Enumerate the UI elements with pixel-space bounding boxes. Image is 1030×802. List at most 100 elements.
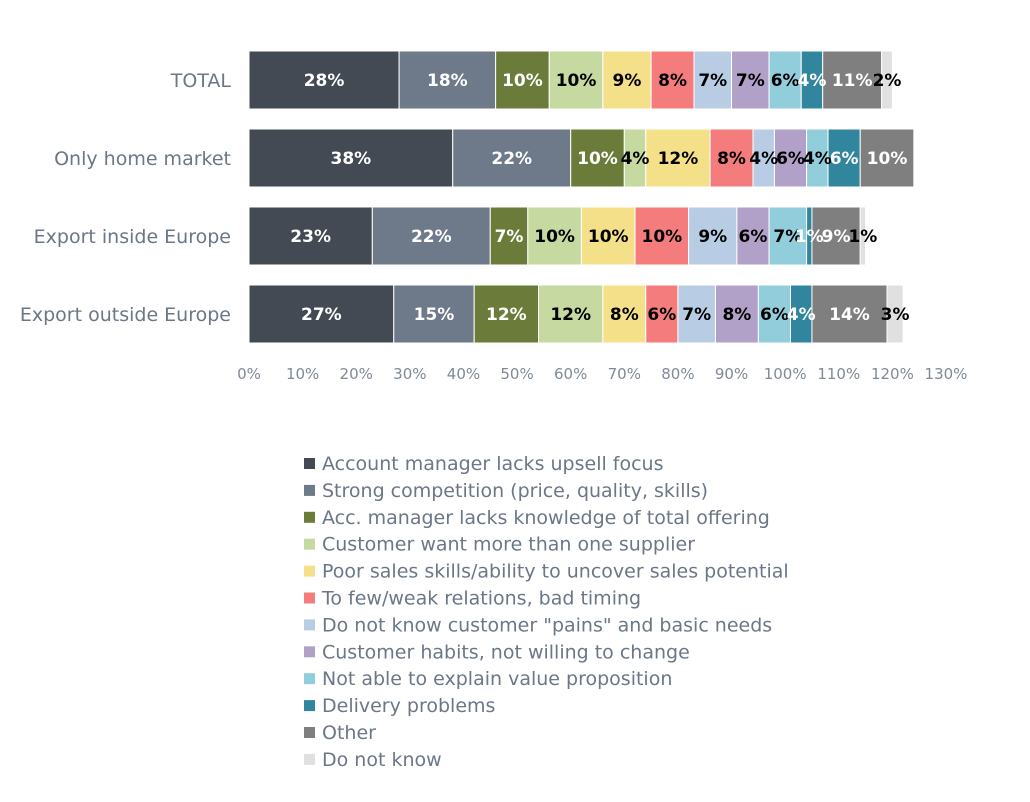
data-label: 7% <box>773 227 802 247</box>
bar-segment <box>736 206 770 266</box>
x-tick-label: 110% <box>817 365 860 383</box>
x-tick-label: 20% <box>340 365 373 383</box>
data-label: 6% <box>739 227 768 247</box>
category-label: Export outside Europe <box>20 304 231 326</box>
data-label: 22% <box>411 227 452 247</box>
legend-swatch <box>304 538 315 550</box>
bar-segment <box>709 128 754 188</box>
data-label: 8% <box>610 305 639 325</box>
data-label: 4% <box>621 149 650 169</box>
bar-segment <box>398 50 497 110</box>
x-tick-label: 100% <box>764 365 807 383</box>
bar-segment <box>811 284 888 344</box>
category-label: TOTAL <box>170 70 232 92</box>
bar-segment <box>811 206 861 266</box>
bar-segment <box>371 206 491 266</box>
legend-swatch <box>304 484 315 496</box>
data-label: 6% <box>760 305 789 325</box>
x-tick-label: 50% <box>500 365 533 383</box>
data-label: 10% <box>867 149 908 169</box>
legend-swatch <box>304 511 315 523</box>
category-label: Only home market <box>54 148 231 170</box>
bar-segment <box>688 206 738 266</box>
category-label: Export inside Europe <box>34 226 231 248</box>
data-label: 8% <box>658 71 687 91</box>
legend-swatch <box>304 673 315 685</box>
legend-swatch <box>304 646 315 658</box>
data-label: 9% <box>698 227 727 247</box>
data-label: 14% <box>829 305 870 325</box>
data-label: 10% <box>641 227 682 247</box>
legend-label: Customer habits, not willing to change <box>322 641 690 663</box>
data-label: 10% <box>577 149 618 169</box>
data-label: 10% <box>502 71 543 91</box>
data-label: 1% <box>848 227 877 247</box>
bar-segment <box>634 206 690 266</box>
data-label: 9% <box>822 227 851 247</box>
bar-segment <box>248 206 373 266</box>
data-label: 18% <box>427 71 468 91</box>
legend-swatch <box>304 753 315 765</box>
x-tick-label: 120% <box>871 365 914 383</box>
legend-label: Other <box>322 722 376 744</box>
data-label: 6% <box>830 149 859 169</box>
data-label: 8% <box>717 149 746 169</box>
data-label: 4% <box>803 149 832 169</box>
legend-label: Customer want more than one supplier <box>322 534 695 556</box>
legend-label: Strong competition (price, quality, skil… <box>322 480 708 502</box>
data-label: 1% <box>795 227 824 247</box>
legend-swatch <box>304 700 315 712</box>
x-tick-label: 60% <box>554 365 587 383</box>
bar-segment <box>886 284 904 344</box>
legend-label: Do not know customer "pains" and basic n… <box>322 614 772 636</box>
data-label: 7% <box>682 305 711 325</box>
data-label: 28% <box>304 71 345 91</box>
data-label: 9% <box>613 71 642 91</box>
data-label: 6% <box>776 149 805 169</box>
x-tick-label: 30% <box>393 365 426 383</box>
x-tick-label: 10% <box>286 365 319 383</box>
bar-segment <box>495 50 550 110</box>
data-label: 4% <box>798 71 827 91</box>
data-label: 7% <box>495 227 524 247</box>
bar-segment <box>527 206 582 266</box>
bar-segment <box>768 50 802 110</box>
bar-segment <box>489 206 529 266</box>
legend-swatch <box>304 458 315 469</box>
bar-segment <box>827 128 861 188</box>
legend-label: Poor sales skills/ability to uncover sal… <box>322 561 789 583</box>
legend-label: Acc. manager lacks knowledge of total of… <box>322 507 770 529</box>
legend-swatch <box>304 619 315 631</box>
data-label: 12% <box>550 305 591 325</box>
bar-segment <box>248 50 400 110</box>
data-label: 10% <box>534 227 575 247</box>
data-label: 12% <box>486 305 527 325</box>
data-label: 27% <box>301 305 342 325</box>
x-tick-label: 0% <box>237 365 261 383</box>
legend-label: Account manager lacks upsell focus <box>322 453 664 475</box>
bar-segment <box>768 206 808 266</box>
data-label: 7% <box>736 71 765 91</box>
bar-segment <box>757 284 792 344</box>
legend-label: Not able to explain value proposition <box>322 668 672 690</box>
data-label: 11% <box>832 71 873 91</box>
data-label: 7% <box>698 71 727 91</box>
data-label: 12% <box>658 149 699 169</box>
bar-segment <box>602 50 652 110</box>
data-label: 8% <box>722 305 751 325</box>
legend-swatch <box>304 565 315 577</box>
data-label: 3% <box>881 305 910 325</box>
bar-segment <box>645 128 711 188</box>
bar-segment <box>452 128 572 188</box>
bar-segment <box>602 284 647 344</box>
data-label: 4% <box>787 305 816 325</box>
data-label: 4% <box>749 149 778 169</box>
bar-segment <box>650 50 695 110</box>
legend-swatch <box>304 727 315 738</box>
bar-segment <box>693 50 733 110</box>
x-tick-label: 90% <box>715 365 748 383</box>
bar-segment <box>731 50 770 110</box>
data-label: 2% <box>873 71 902 91</box>
data-label: 6% <box>771 71 800 91</box>
